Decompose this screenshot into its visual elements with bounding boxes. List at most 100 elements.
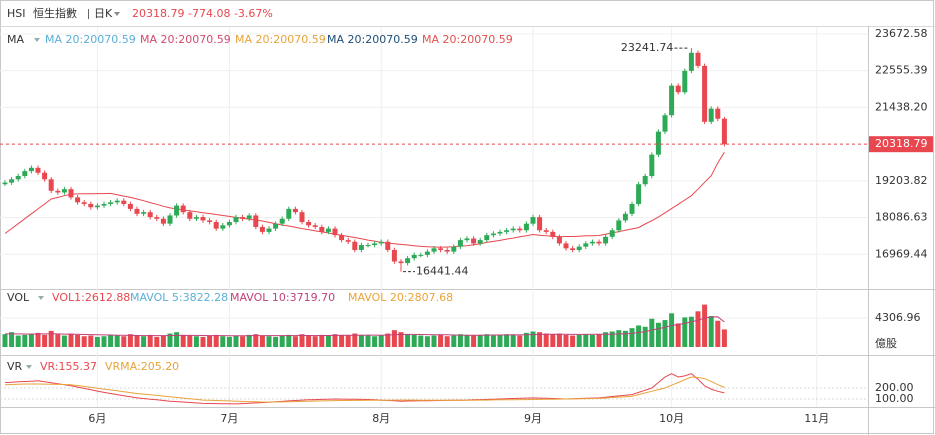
volume-unit: 億股 bbox=[875, 337, 897, 350]
volume-bar bbox=[319, 334, 325, 347]
volume-bar bbox=[75, 334, 81, 347]
candle-body bbox=[596, 241, 602, 244]
dropdown-arrow[interactable] bbox=[26, 365, 32, 369]
volume-bar bbox=[28, 333, 34, 347]
volume-bar bbox=[636, 325, 642, 347]
volume-bar bbox=[365, 335, 371, 347]
volume-bar bbox=[220, 336, 226, 347]
last-price-label: 20318.79 bbox=[875, 137, 928, 150]
candle-body bbox=[147, 212, 153, 218]
dropdown-arrow[interactable] bbox=[114, 12, 120, 16]
y-tick-label: 22555.39 bbox=[875, 64, 928, 77]
volume-bar bbox=[22, 334, 28, 347]
candle-body bbox=[609, 230, 615, 237]
candle-body bbox=[332, 228, 338, 236]
symbol[interactable]: HSI bbox=[7, 7, 26, 20]
candle-body bbox=[418, 254, 424, 256]
candle-body bbox=[339, 235, 345, 241]
candle-body bbox=[411, 254, 417, 259]
volume-bar bbox=[266, 336, 272, 347]
candle-body bbox=[391, 249, 397, 262]
candle-body bbox=[352, 241, 358, 250]
volume-bar bbox=[418, 335, 424, 347]
y-tick-label: 19203.82 bbox=[875, 174, 928, 187]
volume-bar bbox=[279, 335, 285, 347]
candle-body bbox=[589, 241, 595, 244]
candle-body bbox=[358, 245, 364, 250]
volume-bar bbox=[35, 332, 41, 347]
candle-body bbox=[226, 222, 232, 226]
candle-body bbox=[299, 212, 305, 223]
y-tick-label: 4306.96 bbox=[875, 311, 921, 324]
legend-entry: MAVOL 5:3822.28 bbox=[130, 291, 228, 304]
volume-bar bbox=[174, 332, 180, 347]
low-label: 16441.44 bbox=[416, 265, 469, 278]
candle-body bbox=[2, 182, 8, 185]
index-name[interactable]: 恒生指數 bbox=[33, 6, 77, 20]
candle-body bbox=[121, 200, 127, 204]
volume-bar bbox=[391, 330, 397, 347]
volume-bar bbox=[682, 317, 688, 347]
candle-body bbox=[141, 212, 147, 214]
candle-body bbox=[306, 222, 312, 226]
indicator-label[interactable]: MA bbox=[7, 33, 24, 46]
volume-bar bbox=[471, 335, 477, 347]
candle-body bbox=[438, 248, 444, 250]
volume-bar bbox=[583, 334, 589, 347]
candle-body bbox=[88, 203, 94, 208]
candle-body bbox=[101, 203, 107, 206]
candle-body bbox=[233, 217, 239, 223]
candle-body bbox=[431, 248, 437, 252]
volume-bar bbox=[325, 335, 331, 347]
dropdown-arrow[interactable] bbox=[34, 38, 40, 42]
x-tick-label: 10月 bbox=[659, 412, 684, 425]
candle-body bbox=[530, 217, 536, 224]
quote: 20318.79 -774.08 -3.67% bbox=[132, 7, 273, 20]
candle-body bbox=[649, 154, 655, 177]
legend-entry: VOL1:2612.88 bbox=[52, 291, 130, 304]
volume-bar bbox=[332, 334, 338, 347]
candle-body bbox=[127, 203, 133, 209]
volume-bar bbox=[180, 334, 186, 347]
volume-bar bbox=[504, 334, 510, 347]
volume-bar bbox=[259, 335, 265, 347]
volume-bar bbox=[226, 336, 232, 347]
volume-bar bbox=[127, 334, 133, 347]
volume-bar bbox=[596, 334, 602, 347]
volume-bar bbox=[9, 332, 15, 347]
candle-body bbox=[180, 205, 186, 213]
volume-bar bbox=[438, 334, 444, 347]
candle-body bbox=[259, 226, 265, 232]
volume-bar bbox=[669, 313, 675, 347]
candle-body bbox=[510, 228, 516, 231]
volume-bar bbox=[193, 336, 199, 347]
volume-bar bbox=[655, 322, 661, 347]
volume-bar bbox=[517, 335, 523, 347]
volume-bar bbox=[88, 335, 94, 347]
indicator-label[interactable]: VR bbox=[7, 360, 23, 373]
indicator-label[interactable]: VOL bbox=[7, 291, 30, 304]
period[interactable]: 日K bbox=[94, 7, 113, 20]
volume-bar bbox=[530, 331, 536, 347]
candle-body bbox=[537, 217, 543, 231]
volume-bar bbox=[2, 334, 8, 347]
candle-body bbox=[279, 218, 285, 224]
volume-bar bbox=[61, 335, 67, 347]
volume-bar bbox=[358, 334, 364, 347]
candle-body bbox=[48, 179, 54, 191]
candle-body bbox=[200, 217, 206, 221]
candle-body bbox=[616, 220, 622, 231]
x-tick-label: 6月 bbox=[88, 412, 106, 425]
volume-bar bbox=[134, 335, 140, 347]
volume-bar bbox=[510, 334, 516, 347]
candle-body bbox=[15, 176, 21, 180]
volume-bar bbox=[253, 334, 259, 347]
candle-body bbox=[292, 208, 298, 213]
volume-bar bbox=[141, 336, 147, 347]
dropdown-arrow[interactable] bbox=[38, 296, 44, 300]
volume-bar bbox=[662, 320, 668, 347]
volume-bar bbox=[101, 336, 107, 347]
candle-body bbox=[642, 176, 648, 185]
volume-bar bbox=[108, 334, 114, 347]
volume-bar bbox=[411, 334, 417, 347]
